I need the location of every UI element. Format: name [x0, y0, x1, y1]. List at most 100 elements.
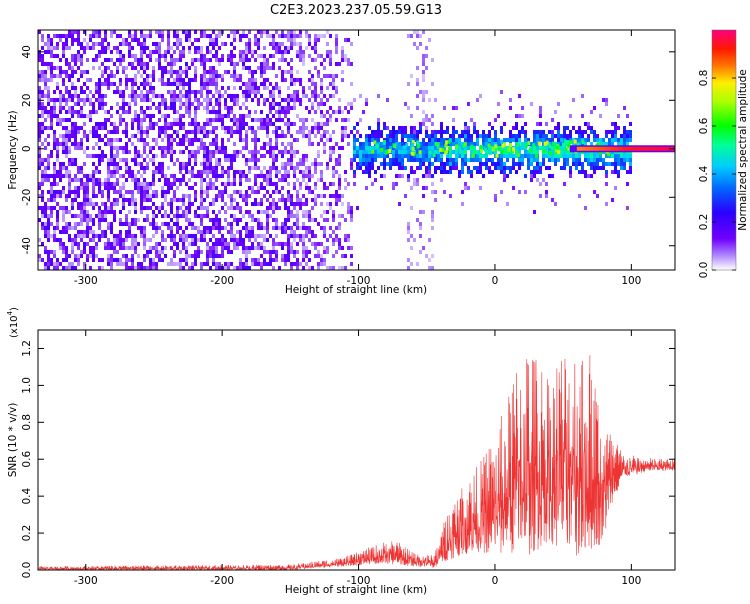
- spectrogram-cell: [410, 134, 413, 138]
- spectrogram-cell: [179, 266, 182, 270]
- spectrogram-cell: [53, 174, 56, 178]
- spectrogram-cell: [200, 222, 203, 226]
- spectrogram-cell: [164, 198, 167, 202]
- spectrogram-cell: [131, 98, 134, 102]
- spectrogram-cell: [77, 34, 80, 38]
- spectrogram-cell: [269, 106, 272, 110]
- spectrogram-cell: [365, 138, 368, 142]
- spectrogram-cell: [463, 142, 467, 147]
- spectrogram-cell: [143, 138, 146, 142]
- spectrogram-cell: [275, 130, 278, 134]
- spectrogram-cell: [530, 158, 533, 162]
- spectrogram-cell: [77, 170, 80, 174]
- spectrogram-cell: [233, 94, 236, 98]
- spectrogram-cell: [212, 242, 215, 246]
- spectrogram-cell: [68, 186, 71, 190]
- spectrogram-cell: [77, 130, 80, 134]
- spectrogram-cell: [74, 190, 77, 194]
- spectrogram-cell: [563, 182, 566, 186]
- spectrogram-cell: [392, 162, 395, 166]
- spectrogram-cell: [197, 126, 200, 130]
- spectrogram-cell: [56, 54, 59, 58]
- spectrogram-cell: [347, 62, 350, 66]
- spectrogram-cell: [440, 126, 443, 130]
- spectrogram-cell: [266, 58, 269, 62]
- spectrogram-cell: [98, 186, 101, 190]
- spectrogram-cell: [125, 122, 128, 126]
- spectrogram-cell: [92, 34, 95, 38]
- spectrogram-cell: [125, 178, 128, 182]
- spectrogram-cell: [68, 146, 71, 150]
- spectrogram-cell: [599, 166, 602, 170]
- spectrogram-cell: [445, 149, 449, 154]
- spectrogram-cell: [311, 242, 314, 246]
- colorbar-tick-label: 0.0: [698, 262, 710, 279]
- spectrogram-cell: [221, 74, 224, 78]
- spectrogram-cell: [347, 206, 350, 210]
- spectrogram-cell: [302, 94, 305, 98]
- spectrogram-cell: [155, 190, 158, 194]
- spectrogram-cell: [68, 30, 71, 34]
- spectrogram-cell: [311, 78, 314, 82]
- spectrogram-cell: [98, 50, 101, 54]
- spectrogram-cell: [605, 98, 608, 102]
- spectrogram-cell: [215, 74, 218, 78]
- spectrogram-cell: [194, 250, 197, 254]
- spectrogram-cell: [197, 254, 200, 258]
- spectrogram-cell: [593, 138, 596, 142]
- spectrogram-cell: [41, 206, 44, 210]
- spectrogram-cell: [101, 50, 104, 54]
- spectrogram-cell: [317, 262, 320, 266]
- spectrogram-cell: [242, 94, 245, 98]
- spectrogram-cell: [482, 162, 485, 166]
- spectrogram-cell: [533, 138, 536, 142]
- spectrogram-cell: [326, 166, 329, 170]
- spectrogram-cell: [215, 214, 218, 218]
- spectrogram-cell: [440, 142, 443, 146]
- spectrogram-cell: [431, 82, 434, 86]
- spectrogram-cell: [185, 90, 188, 94]
- spectrogram-cell: [215, 70, 218, 74]
- spectrogram-cell: [179, 258, 182, 262]
- spectrogram-cell: [227, 242, 230, 246]
- spectrogram-cell: [275, 86, 278, 90]
- spectrogram-cell: [80, 178, 83, 182]
- spectrogram-cell: [200, 46, 203, 50]
- spectrogram-cell: [500, 190, 503, 194]
- spectrogram-cell: [104, 34, 107, 38]
- spectrogram-cell: [401, 130, 404, 134]
- spectrogram-cell: [329, 202, 332, 206]
- spectrogram-cell: [230, 202, 233, 206]
- spectrogram-cell: [428, 166, 431, 170]
- spectrogram-cell: [98, 86, 101, 90]
- spectrogram-cell: [500, 166, 503, 170]
- spectrogram-cell: [266, 118, 269, 122]
- spectrogram-cell: [341, 54, 344, 58]
- spectrogram-cell: [296, 42, 299, 46]
- spectrogram-cell: [161, 94, 164, 98]
- spectrogram-cell: [182, 242, 185, 246]
- spectrogram-cell: [137, 218, 140, 222]
- spectrogram-cell: [239, 234, 242, 238]
- spectrogram-cell: [131, 46, 134, 50]
- spectrogram-cell: [170, 210, 173, 214]
- spectrogram-cell: [290, 42, 293, 46]
- spectrogram-cell: [137, 122, 140, 126]
- spectrogram-cell: [266, 230, 269, 234]
- spectrogram-cell: [158, 46, 161, 50]
- spectrogram-cell: [395, 174, 398, 178]
- spectrogram-cell: [212, 94, 215, 98]
- spectrogram-cell: [236, 242, 239, 246]
- spectrogram-cell: [68, 150, 71, 154]
- spectrogram-cell: [161, 102, 164, 106]
- spectrogram-cell: [248, 170, 251, 174]
- spectrogram-cell: [74, 238, 77, 242]
- spectrogram-cell: [113, 182, 116, 186]
- spectrogram-cell: [287, 30, 290, 34]
- spectrogram-cell: [263, 178, 266, 182]
- spectrogram-cell: [68, 162, 71, 166]
- spectrogram-cell: [71, 30, 74, 34]
- spectrogram-cell: [122, 146, 125, 150]
- spectrogram-cell: [194, 114, 197, 118]
- spectrogram-cell: [359, 146, 362, 150]
